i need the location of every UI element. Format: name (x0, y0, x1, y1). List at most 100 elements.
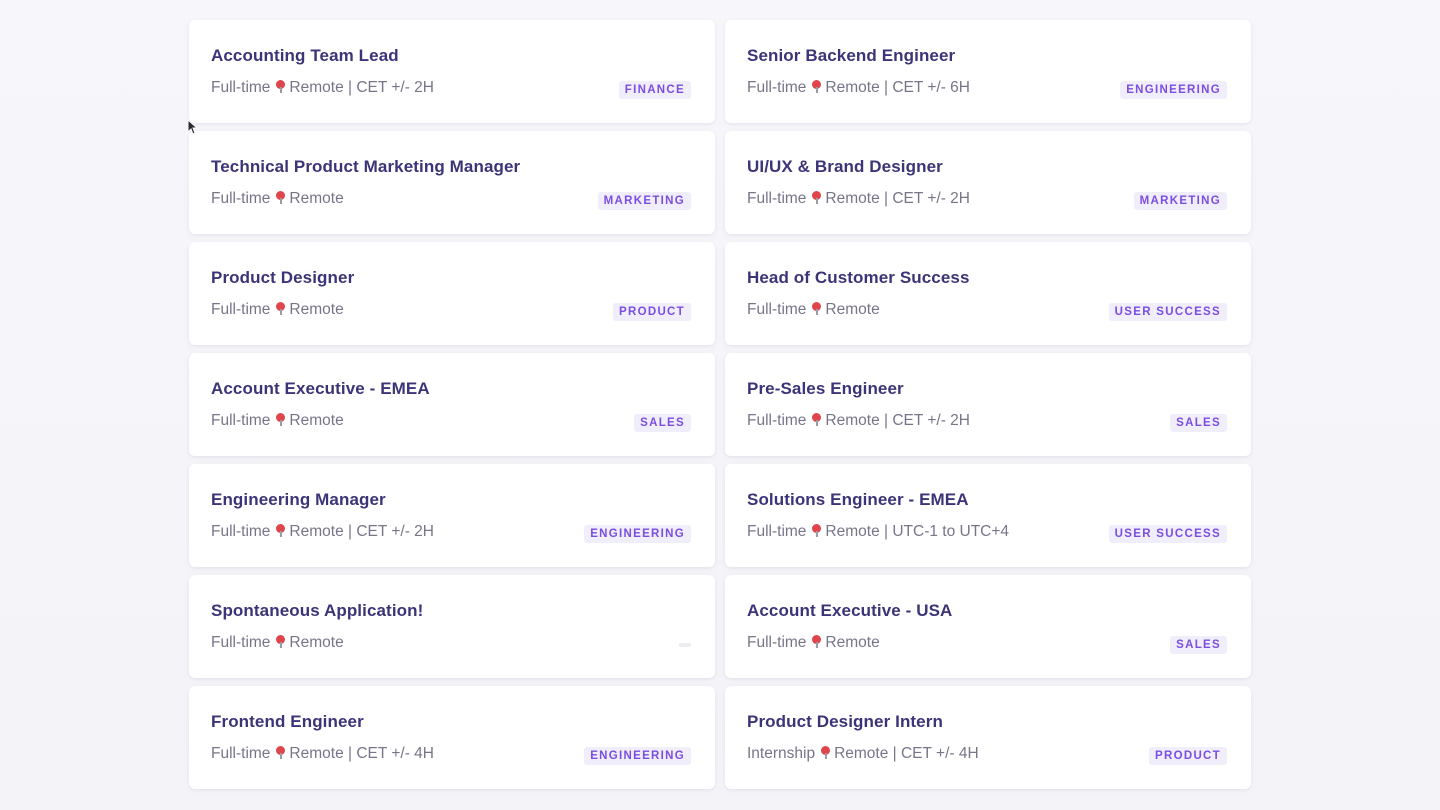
map-pin-icon (276, 634, 286, 648)
job-title[interactable]: Head of Customer Success (747, 268, 970, 287)
job-title[interactable]: Senior Backend Engineer (747, 46, 956, 65)
job-title[interactable]: Solutions Engineer - EMEA (747, 490, 969, 509)
job-location: Remote | CET +/- 2H (825, 412, 971, 429)
job-location: Remote | CET +/- 2H (289, 79, 435, 96)
job-location: Remote (289, 301, 344, 318)
job-employment-type: Full-time (211, 412, 271, 429)
job-title[interactable]: UI/UX & Brand Designer (747, 157, 943, 176)
job-title[interactable]: Technical Product Marketing Manager (211, 157, 521, 176)
department-tag: MARKETING (597, 192, 691, 210)
map-pin-icon (276, 745, 286, 759)
job-card[interactable]: Product Designer Full-time Remote PRODUCT (189, 242, 715, 345)
map-pin-icon (276, 190, 286, 204)
department-tag: USER SUCCESS (1108, 303, 1227, 321)
department-tag (679, 643, 691, 647)
map-pin-icon (812, 412, 822, 426)
map-pin-icon (276, 412, 286, 426)
job-card[interactable]: Senior Backend Engineer Full-time Remote |… (725, 20, 1251, 123)
job-card[interactable]: Account Executive - EMEA Full-time Remote S… (189, 353, 715, 456)
map-pin-icon (812, 301, 822, 315)
department-tag: USER SUCCESS (1108, 525, 1227, 543)
job-title[interactable]: Account Executive - EMEA (211, 379, 430, 398)
job-card[interactable]: Solutions Engineer - EMEA Full-time Remote… (725, 464, 1251, 567)
department-tag: MARKETING (1133, 192, 1227, 210)
job-employment-type: Full-time (747, 634, 807, 651)
job-card[interactable]: Technical Product Marketing Manager Full-… (189, 131, 715, 234)
job-location: Remote | CET +/- 2H (289, 523, 435, 540)
job-meta: Full-time Remote | CET +/- 6H (747, 79, 1229, 97)
job-employment-type: Full-time (211, 745, 271, 762)
job-meta: Full-time Remote | CET +/- 2H (211, 523, 693, 541)
job-meta: Full-time Remote | CET +/- 4H (211, 745, 693, 763)
job-title[interactable]: Pre-Sales Engineer (747, 379, 904, 398)
job-meta: Full-time Remote (747, 301, 1229, 319)
job-meta: Internship Remote | CET +/- 4H (747, 745, 1229, 763)
job-location: Remote (825, 301, 880, 318)
job-employment-type: Full-time (747, 523, 807, 540)
job-meta: Full-time Remote (211, 412, 693, 430)
job-meta: Full-time Remote | CET +/- 2H (747, 190, 1229, 208)
job-location: Remote (825, 634, 880, 651)
job-employment-type: Full-time (211, 79, 271, 96)
job-location: Remote (289, 634, 344, 651)
job-card[interactable]: Pre-Sales Engineer Full-time Remote | CET … (725, 353, 1251, 456)
map-pin-icon (276, 301, 286, 315)
job-title[interactable]: Engineering Manager (211, 490, 386, 509)
job-location: Remote | CET +/- 2H (825, 190, 971, 207)
job-title[interactable]: Product Designer (211, 268, 355, 287)
department-tag: FINANCE (618, 81, 691, 99)
job-title[interactable]: Frontend Engineer (211, 712, 364, 731)
mouse-cursor-icon (187, 119, 197, 135)
department-tag: ENGINEERING (584, 525, 691, 543)
job-title[interactable]: Spontaneous Application! (211, 601, 424, 620)
job-employment-type: Full-time (211, 301, 271, 318)
job-listings-grid: Accounting Team Lead Full-time Remote | CE… (189, 20, 1251, 789)
job-meta: Full-time Remote (211, 634, 693, 652)
job-meta: Full-time Remote | CET +/- 2H (211, 79, 693, 97)
job-meta: Full-time Remote (747, 634, 1229, 652)
job-card[interactable]: UI/UX & Brand Designer Full-time Remote | … (725, 131, 1251, 234)
job-employment-type: Full-time (211, 523, 271, 540)
department-tag: ENGINEERING (1120, 81, 1227, 99)
job-meta: Full-time Remote (211, 301, 693, 319)
department-tag: PRODUCT (1149, 747, 1227, 765)
job-location: Remote | CET +/- 4H (289, 745, 435, 762)
job-employment-type: Full-time (747, 190, 807, 207)
map-pin-icon (812, 634, 822, 648)
map-pin-icon (812, 79, 822, 93)
job-title[interactable]: Product Designer Intern (747, 712, 943, 731)
map-pin-icon (812, 190, 822, 204)
job-card[interactable]: Accounting Team Lead Full-time Remote | CE… (189, 20, 715, 123)
job-location: Remote | UTC-1 to UTC+4 (825, 523, 1010, 540)
job-meta: Full-time Remote (211, 190, 693, 208)
map-pin-icon (812, 523, 822, 537)
map-pin-icon (821, 745, 831, 759)
job-location: Remote (289, 412, 344, 429)
job-title[interactable]: Accounting Team Lead (211, 46, 399, 65)
job-location: Remote | CET +/- 4H (834, 745, 979, 762)
job-location: Remote (289, 190, 344, 207)
department-tag: SALES (634, 414, 691, 432)
job-meta: Full-time Remote | UTC-1 to UTC+4 (747, 523, 1229, 541)
department-tag: ENGINEERING (584, 747, 691, 765)
job-employment-type: Internship (747, 745, 816, 762)
job-location: Remote | CET +/- 6H (825, 79, 971, 96)
job-employment-type: Full-time (211, 190, 271, 207)
job-card[interactable]: Frontend Engineer Full-time Remote | CET +… (189, 686, 715, 789)
job-employment-type: Full-time (747, 79, 807, 96)
job-card[interactable]: Engineering Manager Full-time Remote | CET… (189, 464, 715, 567)
job-card[interactable]: Head of Customer Success Full-time Remote U… (725, 242, 1251, 345)
job-employment-type: Full-time (747, 412, 807, 429)
job-employment-type: Full-time (211, 634, 271, 651)
map-pin-icon (276, 523, 286, 537)
department-tag: SALES (1170, 414, 1227, 432)
job-meta: Full-time Remote | CET +/- 2H (747, 412, 1229, 430)
job-title[interactable]: Account Executive - USA (747, 601, 953, 620)
job-employment-type: Full-time (747, 301, 807, 318)
job-card[interactable]: Account Executive - USA Full-time Remote SA… (725, 575, 1251, 678)
department-tag: PRODUCT (613, 303, 691, 321)
department-tag: SALES (1170, 636, 1227, 654)
job-card[interactable]: Spontaneous Application! Full-time Remote (189, 575, 715, 678)
job-card[interactable]: Product Designer Intern Internship Remote … (725, 686, 1251, 789)
